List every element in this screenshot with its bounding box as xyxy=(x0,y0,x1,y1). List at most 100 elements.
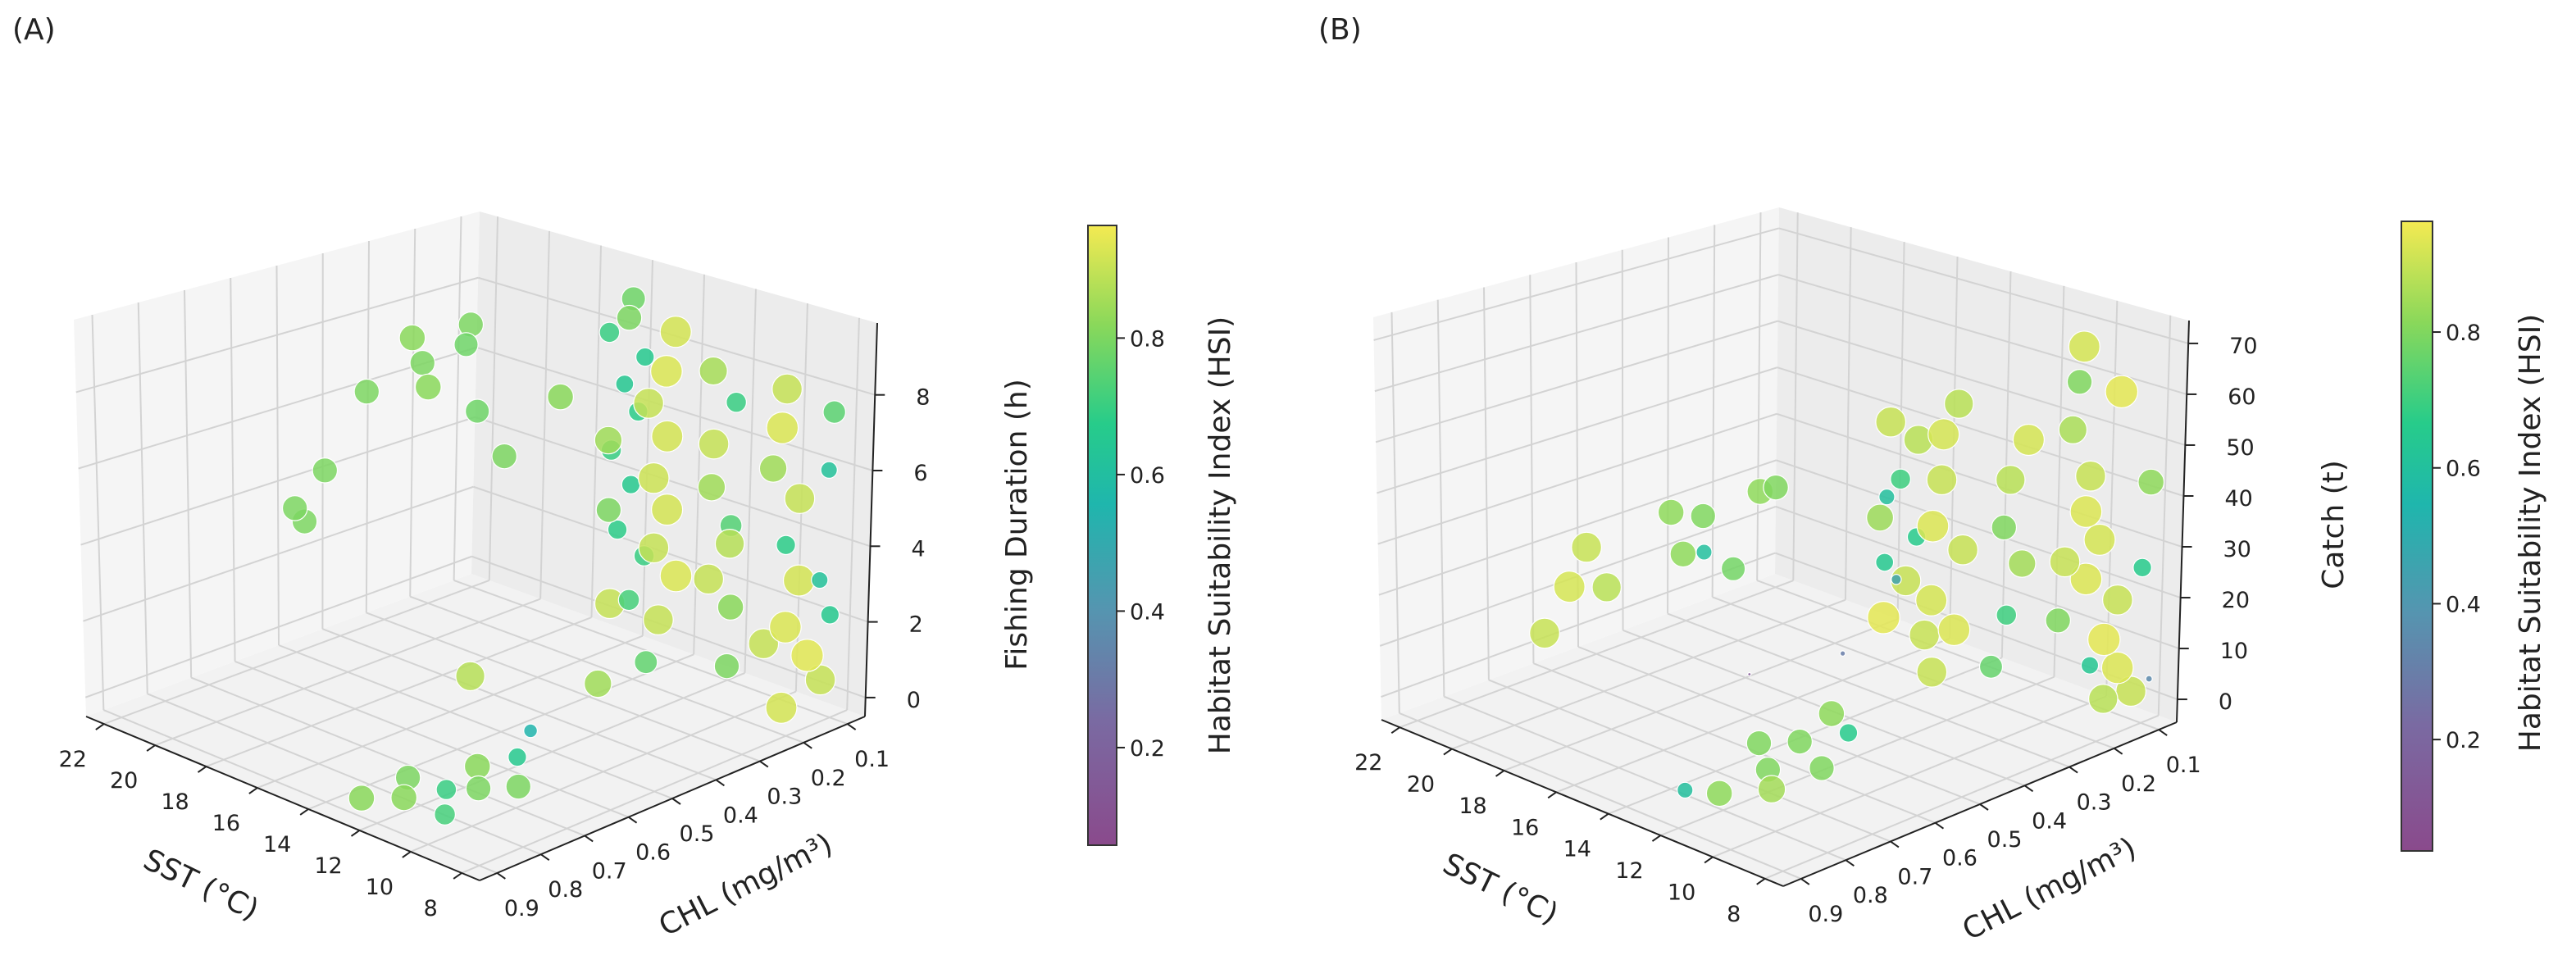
gridline xyxy=(409,228,416,597)
gridline xyxy=(693,274,705,655)
y-tick-label: 0.9 xyxy=(1808,902,1843,927)
y-axis-label-b: CHL (mg/m³) xyxy=(1957,831,2141,948)
data-point xyxy=(2058,415,2088,444)
data-point xyxy=(2012,423,2045,457)
gridline xyxy=(1436,299,1445,697)
gridline xyxy=(2157,315,2172,716)
x-tick xyxy=(402,851,412,858)
colorbar-tick-label: 0.8 xyxy=(2446,321,2481,346)
data-point xyxy=(2088,684,2119,714)
gridline xyxy=(1776,412,2182,548)
data-point xyxy=(659,559,693,593)
data-point xyxy=(434,803,456,826)
data-point xyxy=(1890,468,1912,490)
x-tick-label: 10 xyxy=(1668,880,1695,905)
x-tick-label: 14 xyxy=(1563,837,1591,862)
data-point xyxy=(621,475,641,494)
data-point xyxy=(765,691,798,724)
gridline xyxy=(365,240,370,613)
gridline xyxy=(846,317,860,711)
data-point xyxy=(1996,604,2018,626)
data-point xyxy=(2008,549,2037,578)
data-point xyxy=(2087,622,2121,657)
gridline xyxy=(1778,227,2189,344)
z-tick-label: 10 xyxy=(2220,639,2248,664)
data-point xyxy=(2069,562,2103,596)
y-tick xyxy=(2023,785,2034,793)
data-point xyxy=(1705,780,1733,807)
data-point xyxy=(1747,671,1752,677)
gridline xyxy=(1377,366,1778,494)
data-point xyxy=(643,604,674,635)
x-tick-label: 14 xyxy=(263,832,291,857)
data-point xyxy=(1838,723,1859,743)
data-point xyxy=(453,332,479,357)
x-tick xyxy=(1651,835,1662,842)
data-point xyxy=(414,373,442,401)
data-point xyxy=(2105,375,2139,409)
gridline xyxy=(744,289,757,673)
data-point xyxy=(633,388,664,419)
gridline xyxy=(1777,366,2184,497)
x-tick xyxy=(1495,770,1505,777)
x-tick xyxy=(1390,726,1400,735)
data-point xyxy=(1927,418,1960,451)
colorbar-b: 0.2 0.4 0.6 0.8 xyxy=(2401,221,2481,852)
y-tick-label: 0.3 xyxy=(2077,790,2112,816)
gridline xyxy=(1533,662,1936,824)
y-tick xyxy=(671,798,681,805)
colorbar-tick-label: 0.6 xyxy=(2446,457,2481,482)
z-tick-label: 50 xyxy=(2226,435,2254,461)
data-point xyxy=(1763,474,1789,501)
x-axis-label-b: SST (°C) xyxy=(1437,847,1563,931)
data-point xyxy=(776,534,796,556)
colorbar-tick-label: 0.6 xyxy=(1130,463,1165,489)
data-point xyxy=(1996,465,2026,495)
panel-label-b: (B) xyxy=(1318,13,1362,47)
gridline xyxy=(1776,459,2181,598)
gridline xyxy=(1377,412,1777,545)
x-axis-line xyxy=(1381,719,1784,887)
gridline xyxy=(91,314,105,711)
gridline xyxy=(590,245,603,618)
colorbar-tick-label: 0.4 xyxy=(1130,599,1165,625)
gridline xyxy=(1378,459,1777,596)
gridline xyxy=(1443,695,1846,862)
y-tick-label: 0.2 xyxy=(2121,771,2156,797)
data-point xyxy=(1669,540,1697,568)
data-point xyxy=(455,661,485,692)
z-tick-label: 6 xyxy=(913,461,927,486)
y-tick-label: 0.9 xyxy=(504,896,539,921)
gridline xyxy=(641,260,654,636)
data-point xyxy=(1890,565,1922,597)
x-tick-label: 16 xyxy=(1511,815,1539,840)
gridline xyxy=(1483,287,1490,680)
gridline xyxy=(1949,257,1959,639)
data-point xyxy=(1757,775,1786,804)
colorbar-tick-label: 0.8 xyxy=(1130,326,1165,352)
data-point xyxy=(583,669,612,698)
x-tick-label: 8 xyxy=(424,896,438,921)
x-tick xyxy=(299,808,309,816)
colorbar-gradient xyxy=(1087,225,1117,846)
gridline xyxy=(1381,552,1776,698)
x-tick xyxy=(453,872,462,880)
x-tick-label: 20 xyxy=(110,768,138,794)
data-point xyxy=(699,356,728,386)
y-tick-label: 0.5 xyxy=(680,821,715,847)
data-point xyxy=(637,462,670,494)
y-tick xyxy=(2158,729,2168,736)
y-tick xyxy=(1890,840,1900,848)
y-tick-label: 0.5 xyxy=(1987,827,2023,853)
y-tick xyxy=(1934,821,1945,830)
data-point xyxy=(465,775,492,802)
data-point xyxy=(1657,498,1685,526)
left-wall-pane xyxy=(1373,207,1779,720)
y-tick xyxy=(1979,803,1989,811)
data-point xyxy=(748,628,780,660)
data-point xyxy=(784,483,816,514)
gridline xyxy=(278,644,673,799)
data-point xyxy=(1591,572,1623,603)
y-tick-label: 0.8 xyxy=(1853,883,1888,908)
